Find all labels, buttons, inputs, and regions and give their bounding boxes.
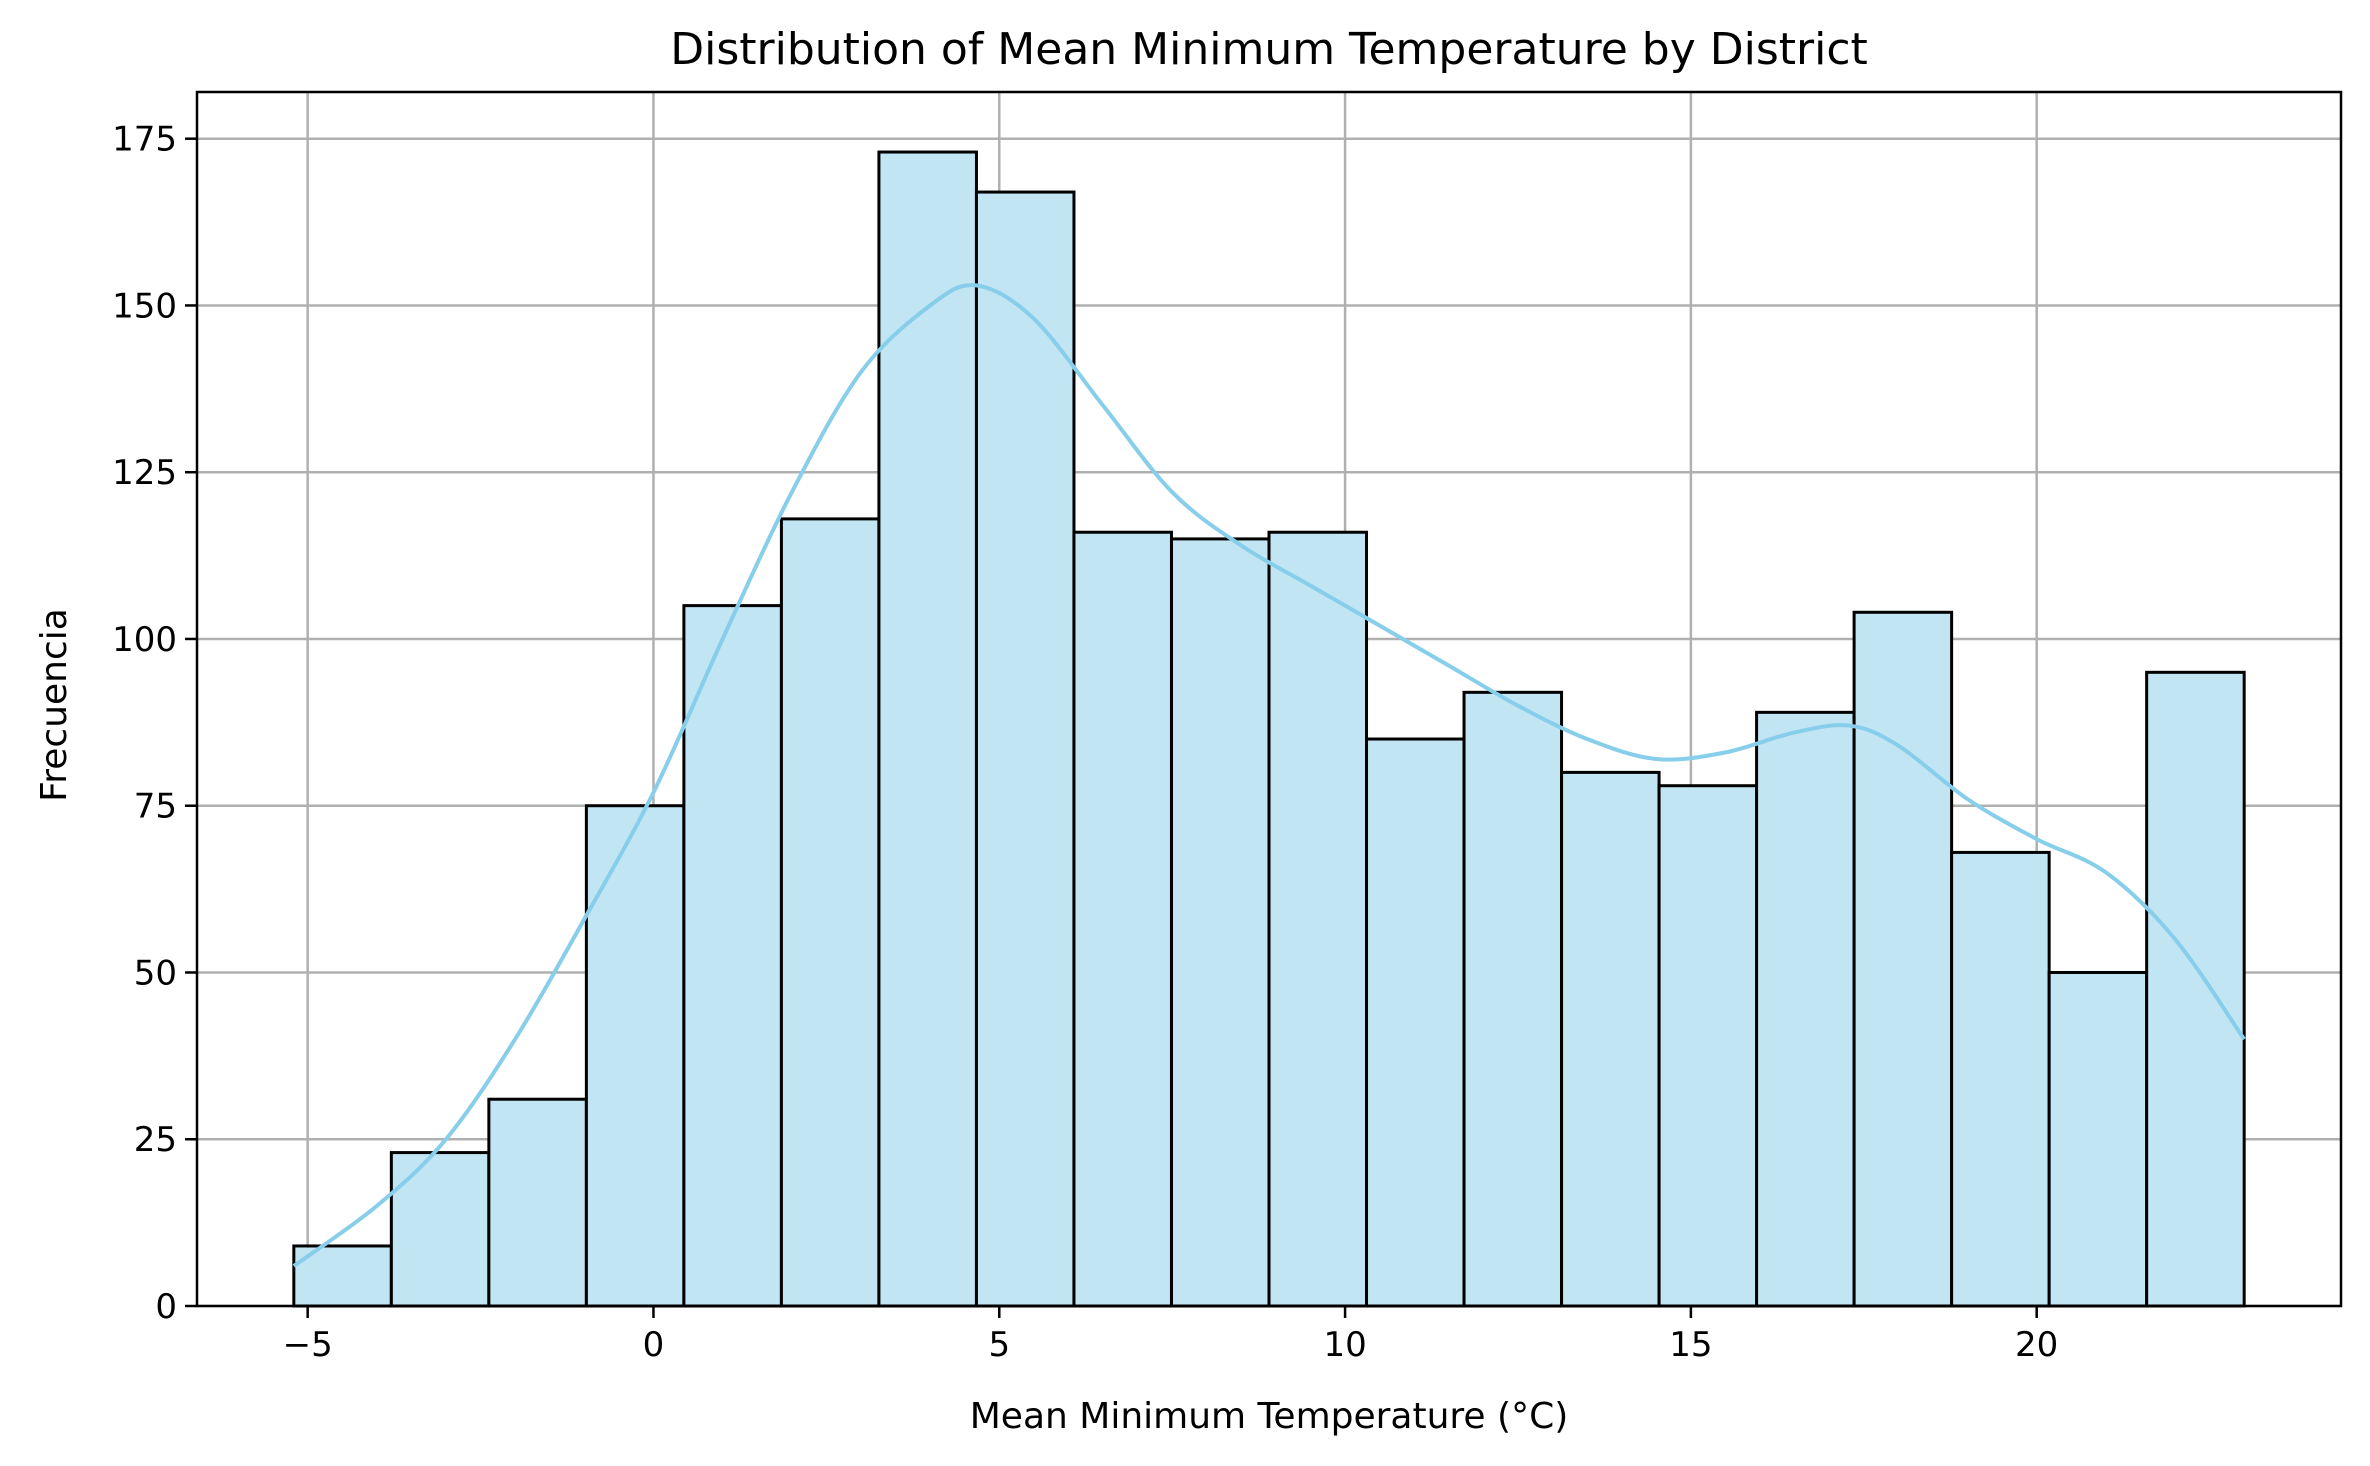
y-tick-label: 175 bbox=[112, 120, 177, 160]
chart-title: Distribution of Mean Minimum Temperature… bbox=[670, 24, 1868, 75]
histogram-bar bbox=[682, 604, 783, 1308]
y-tick-label: 25 bbox=[134, 1120, 177, 1160]
x-axis-ticks: −5 0 5 10 15 20 bbox=[283, 1306, 2058, 1365]
histogram-bar bbox=[1560, 770, 1661, 1308]
y-axis-ticks: 0 25 50 75 100 125 150 175 bbox=[112, 120, 197, 1327]
histogram-bar bbox=[1365, 737, 1466, 1308]
y-tick-label: 75 bbox=[134, 787, 177, 827]
histogram-bar bbox=[974, 190, 1076, 1308]
y-tick-label: 150 bbox=[112, 286, 177, 326]
histogram-bar bbox=[779, 517, 881, 1308]
y-tick-label: 0 bbox=[155, 1287, 177, 1327]
histogram-bar bbox=[584, 804, 686, 1308]
histogram-bar bbox=[2145, 670, 2246, 1308]
histogram-bar bbox=[487, 1097, 588, 1308]
histogram-bar bbox=[1462, 690, 1564, 1308]
x-tick-label: 10 bbox=[1323, 1325, 1366, 1365]
x-tick-label: 5 bbox=[988, 1325, 1010, 1365]
histogram-bar bbox=[1657, 784, 1759, 1308]
histogram-bars bbox=[292, 150, 2246, 1308]
kde-curve bbox=[292, 283, 2246, 1268]
histogram-bar bbox=[2047, 970, 2149, 1308]
histogram-bar bbox=[1755, 710, 1856, 1308]
x-tick-label: 20 bbox=[2015, 1325, 2058, 1365]
y-axis-label: Frecuencia bbox=[34, 608, 75, 802]
x-tick-label: 15 bbox=[1669, 1325, 1712, 1365]
x-tick-label: −5 bbox=[283, 1325, 333, 1365]
histogram-bar bbox=[389, 1151, 491, 1308]
grid-lines bbox=[197, 92, 2341, 1308]
histogram-bar bbox=[1169, 537, 1271, 1308]
y-tick-label: 125 bbox=[112, 453, 177, 493]
x-tick-label: 0 bbox=[643, 1325, 665, 1365]
histogram-bar bbox=[1072, 530, 1173, 1308]
plot-frame bbox=[195, 90, 2343, 1308]
y-tick-label: 50 bbox=[134, 953, 177, 993]
x-axis-label: Mean Minimum Temperature (°C) bbox=[970, 1396, 1569, 1437]
y-tick-label: 100 bbox=[112, 620, 177, 660]
histogram-bar bbox=[1950, 850, 2051, 1308]
histogram-bar bbox=[877, 150, 978, 1308]
histogram-bar bbox=[1267, 530, 1369, 1308]
histogram-bar bbox=[1852, 610, 1954, 1308]
